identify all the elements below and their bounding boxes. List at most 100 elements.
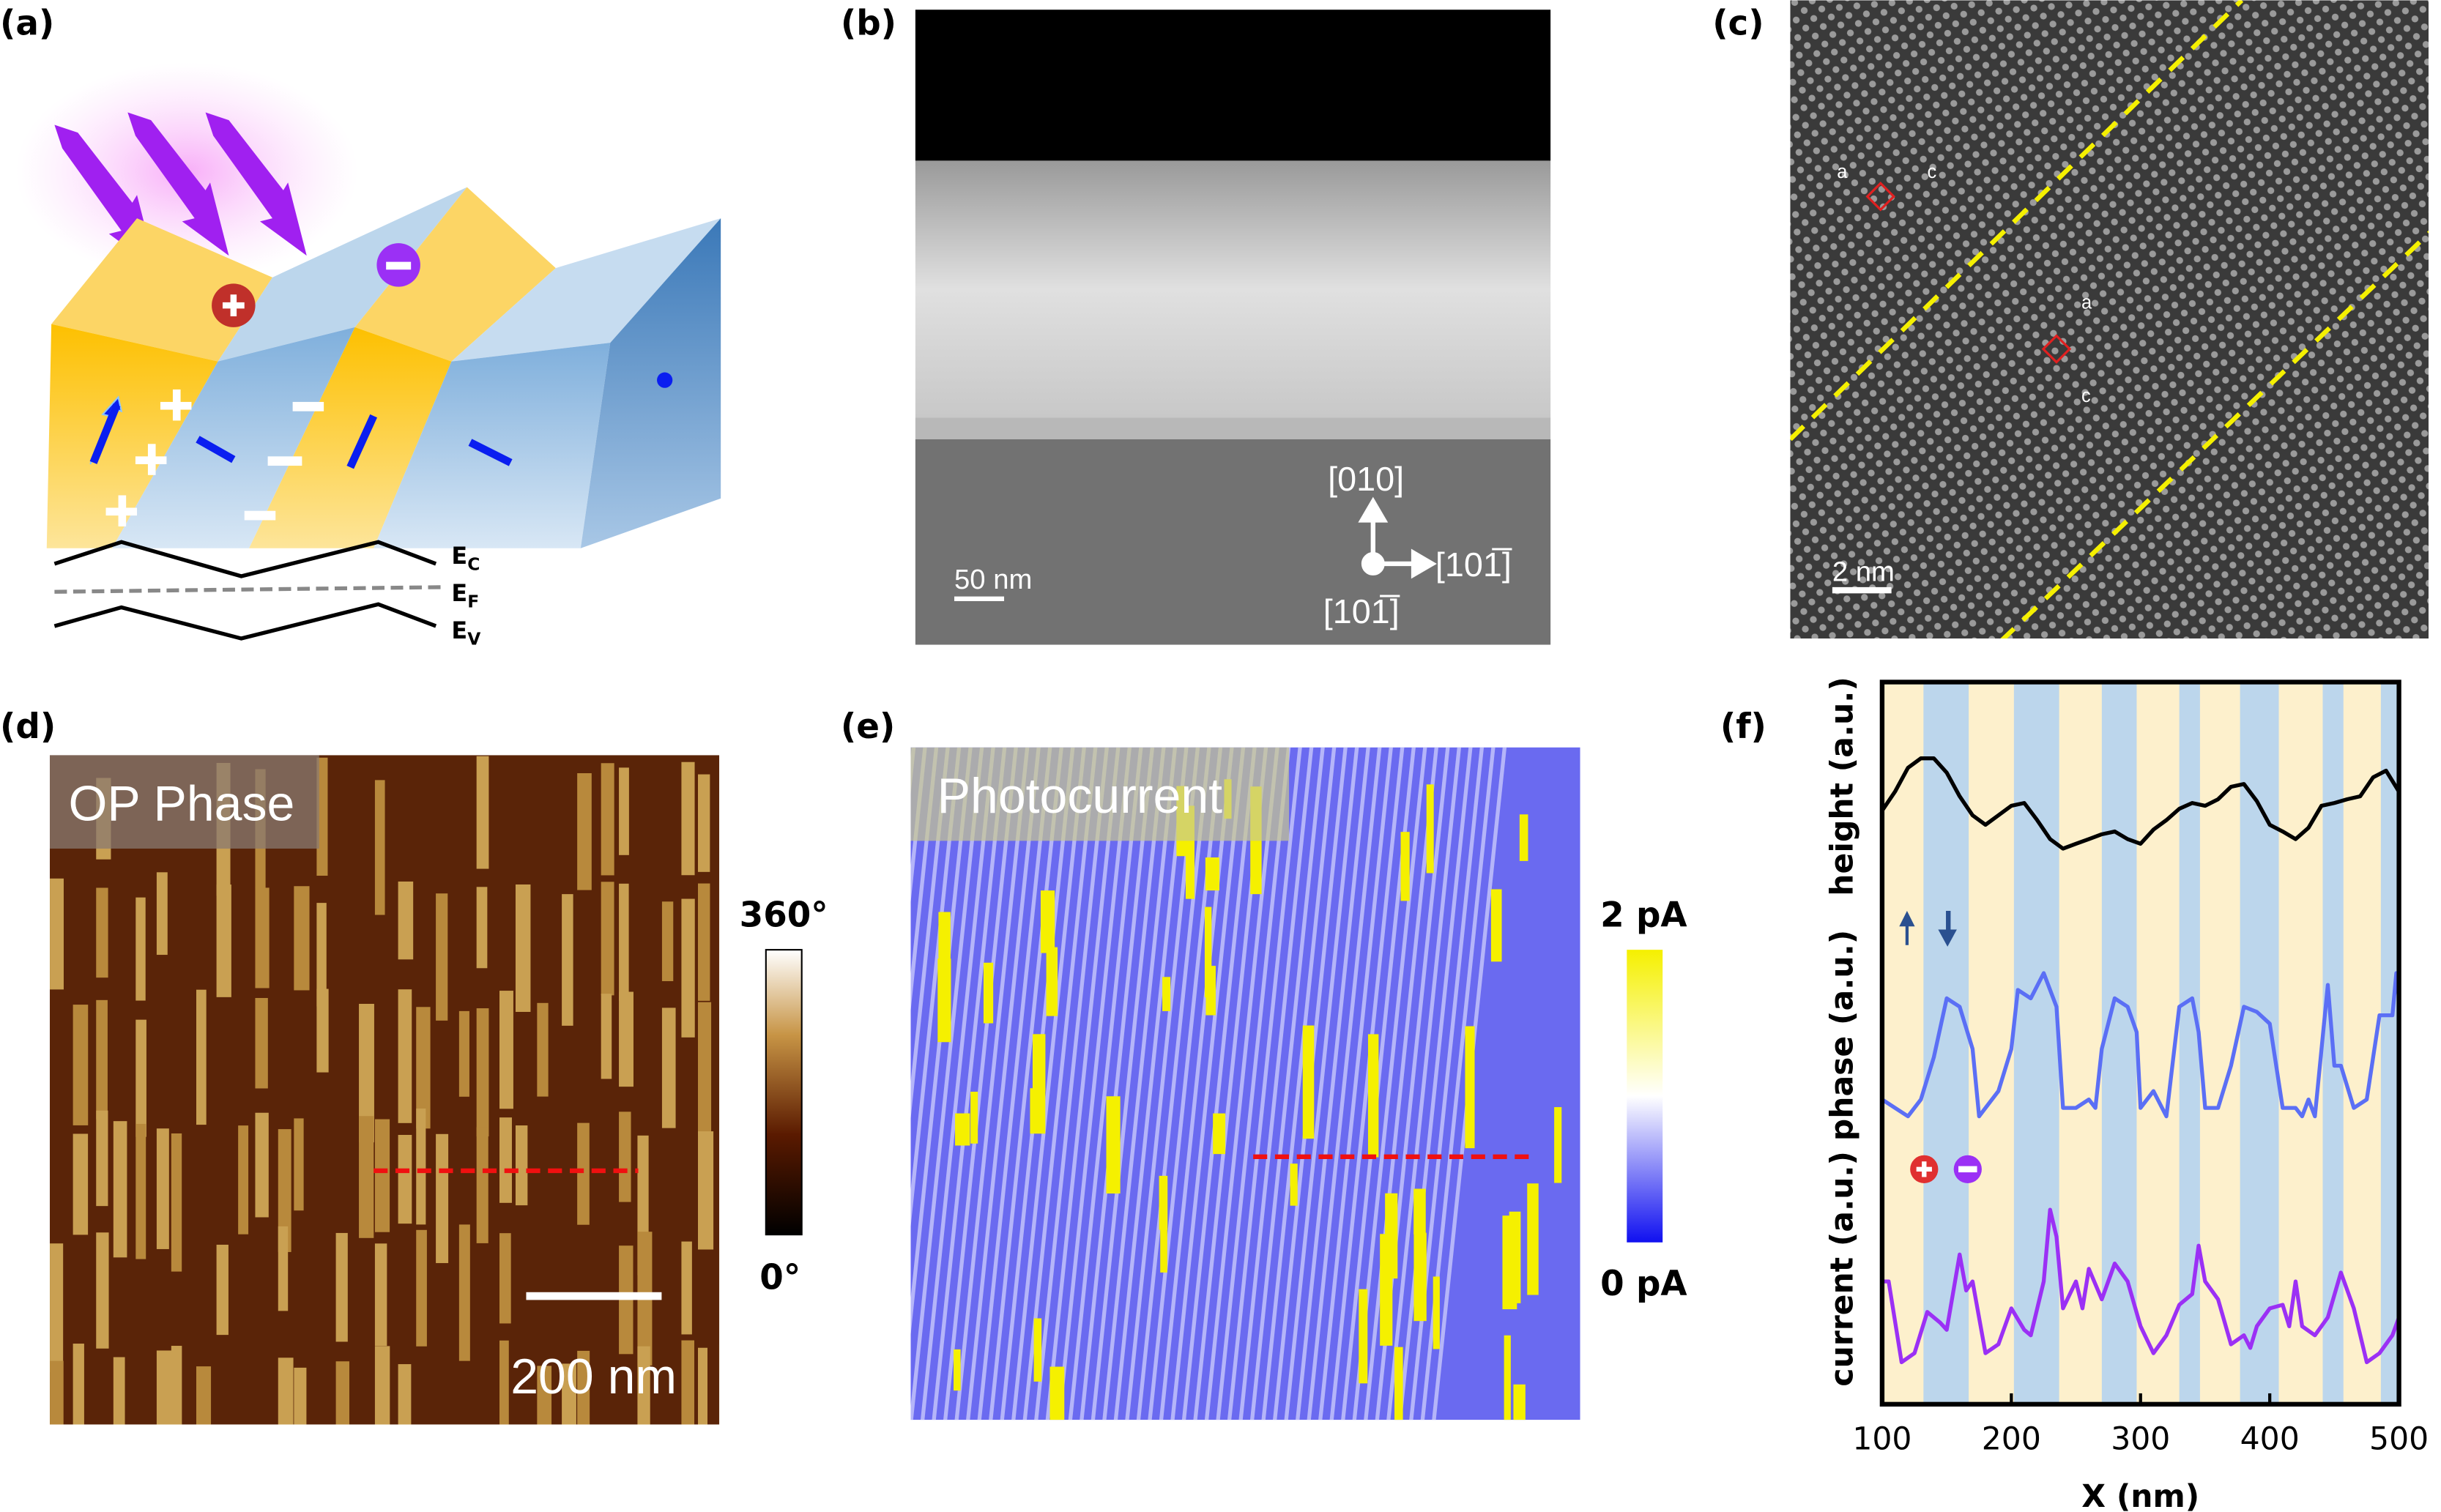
high-current-spot [1509, 1211, 1521, 1303]
high-current-spot [1302, 1025, 1315, 1139]
out-of-plane-dot-icon [657, 372, 673, 388]
valence-band-line [53, 602, 437, 641]
phase-domain-stripe [171, 1346, 182, 1425]
phase-domain-stripe [294, 1118, 304, 1211]
phase-domain-stripe [398, 1134, 412, 1224]
phase-domain-stripe [359, 1003, 374, 1143]
phase-domain-stripe [196, 989, 207, 1125]
high-current-spot [983, 962, 994, 1024]
phase-domain-stripe [577, 772, 592, 890]
current-texture-stripe [1102, 747, 1178, 1420]
current-texture-stripe [1159, 747, 1234, 1420]
phase-domain-stripe [255, 887, 270, 988]
scale-bar [1832, 586, 1892, 594]
current-texture-stripe [1261, 747, 1337, 1420]
phase-domain-stripe [294, 1367, 307, 1425]
ef-label: EF [451, 579, 479, 612]
down-domain-band [2380, 682, 2399, 1404]
high-current-spot [1519, 814, 1528, 861]
image-title: OP Phase [69, 776, 295, 832]
phase-domain-stripe [156, 1350, 172, 1425]
phase-domain-stripe [113, 1121, 127, 1258]
stem-film-layer [915, 160, 1551, 418]
panel-b: (b) 50 nm [010] [101̅] [101̅] [841, 4, 1551, 645]
current-texture-stripe [1034, 747, 1109, 1420]
high-current-spot [1049, 1366, 1065, 1420]
current-texture-stripe [1307, 747, 1382, 1420]
scale-bar [954, 596, 1005, 601]
phase-domain-stripe [374, 780, 385, 915]
phase-domain-stripe [681, 1340, 695, 1425]
high-current-spot [1490, 889, 1502, 962]
panel-a: (a) [0, 4, 721, 649]
high-current-spot [1359, 1289, 1368, 1384]
phase-domain-stripe [316, 988, 329, 1073]
colorbar [1627, 950, 1663, 1243]
phase-domain-stripe [537, 1002, 549, 1097]
high-current-spot [1413, 1188, 1426, 1235]
polarization-up-icon [1899, 911, 1915, 945]
phase-domain-stripe [73, 1005, 89, 1125]
ec-label: EC [451, 542, 480, 575]
phase-domain-stripe [476, 887, 488, 969]
panel-c: (c) a c a c 2 nm [1712, 0, 2429, 639]
phase-domain-stripe [577, 1122, 590, 1225]
panel-label-e: (e) [841, 707, 895, 747]
phase-domain-stripe [374, 1346, 390, 1425]
current-texture-stripe [1170, 747, 1246, 1420]
current-texture-stripe [910, 747, 973, 1420]
y-label-current: current (a.u.) [1825, 1151, 1861, 1387]
colorbar-min: 0° [759, 1259, 800, 1298]
hole-icon [212, 283, 256, 327]
down-domain-band [2013, 682, 2059, 1404]
phase-domain-stripe [698, 883, 710, 1001]
cell-axis-c: c [2081, 386, 2091, 406]
phase-domain-stripe [619, 883, 629, 1002]
phase-domain-stripe [171, 1133, 182, 1272]
phase-domain-stripe [50, 1243, 64, 1372]
crystal-axes-icon [1358, 496, 1437, 579]
current-texture-stripe [1193, 747, 1268, 1420]
current-texture-stripe [1238, 747, 1314, 1420]
electron-icon [1953, 1155, 1982, 1183]
current-texture-stripe [795, 748, 870, 1420]
scale-bar-label: 200 nm [510, 1349, 677, 1404]
phase-domain-stripe [476, 1127, 488, 1243]
phase-domain-stripe [562, 894, 573, 1026]
colorbar-min: 0 pA [1600, 1265, 1687, 1304]
phase-domain-stripe [216, 885, 231, 997]
title-box [50, 755, 319, 849]
high-current-spot [938, 912, 951, 1005]
conduction-band-line [53, 540, 437, 578]
phase-domain-stripe [698, 1347, 708, 1425]
phase-domain-stripe [278, 1226, 289, 1311]
current-texture-stripe [1011, 747, 1086, 1420]
current-texture-stripe [830, 748, 904, 1420]
panel-label-c: (c) [1712, 4, 1764, 43]
colorbar-max: 360° [740, 895, 828, 935]
phase-domain-stripe [476, 756, 489, 869]
panel-label-f: (f) [1720, 707, 1766, 747]
current-texture-stripe [1216, 747, 1291, 1420]
high-current-spot [1162, 977, 1171, 1011]
phase-domain-stripe [255, 1112, 269, 1218]
phase-domain-stripe [476, 1008, 489, 1137]
high-current-spot [1465, 1026, 1475, 1149]
phase-domain-stripe [681, 761, 695, 876]
current-texture-stripe [910, 747, 939, 1420]
phase-domain-stripe [359, 1116, 374, 1238]
high-current-spot [1205, 857, 1219, 891]
high-current-spot [1426, 784, 1434, 874]
phase-domain-stripe [73, 1344, 84, 1425]
phase-domain-stripe [278, 1358, 294, 1425]
phase-domain-stripe [96, 999, 108, 1120]
current-texture-stripe [1080, 747, 1155, 1420]
current-texture-stripe [910, 747, 916, 1420]
panel-label-b: (b) [841, 4, 896, 43]
phase-domain-stripe [637, 1346, 650, 1425]
phase-domain-stripe [698, 1131, 714, 1250]
cell-axis-a: a [1837, 162, 1848, 182]
phase-domain-stripe [374, 1243, 387, 1347]
stem-substrate [915, 439, 1551, 645]
bound-charges-icon [105, 389, 324, 526]
